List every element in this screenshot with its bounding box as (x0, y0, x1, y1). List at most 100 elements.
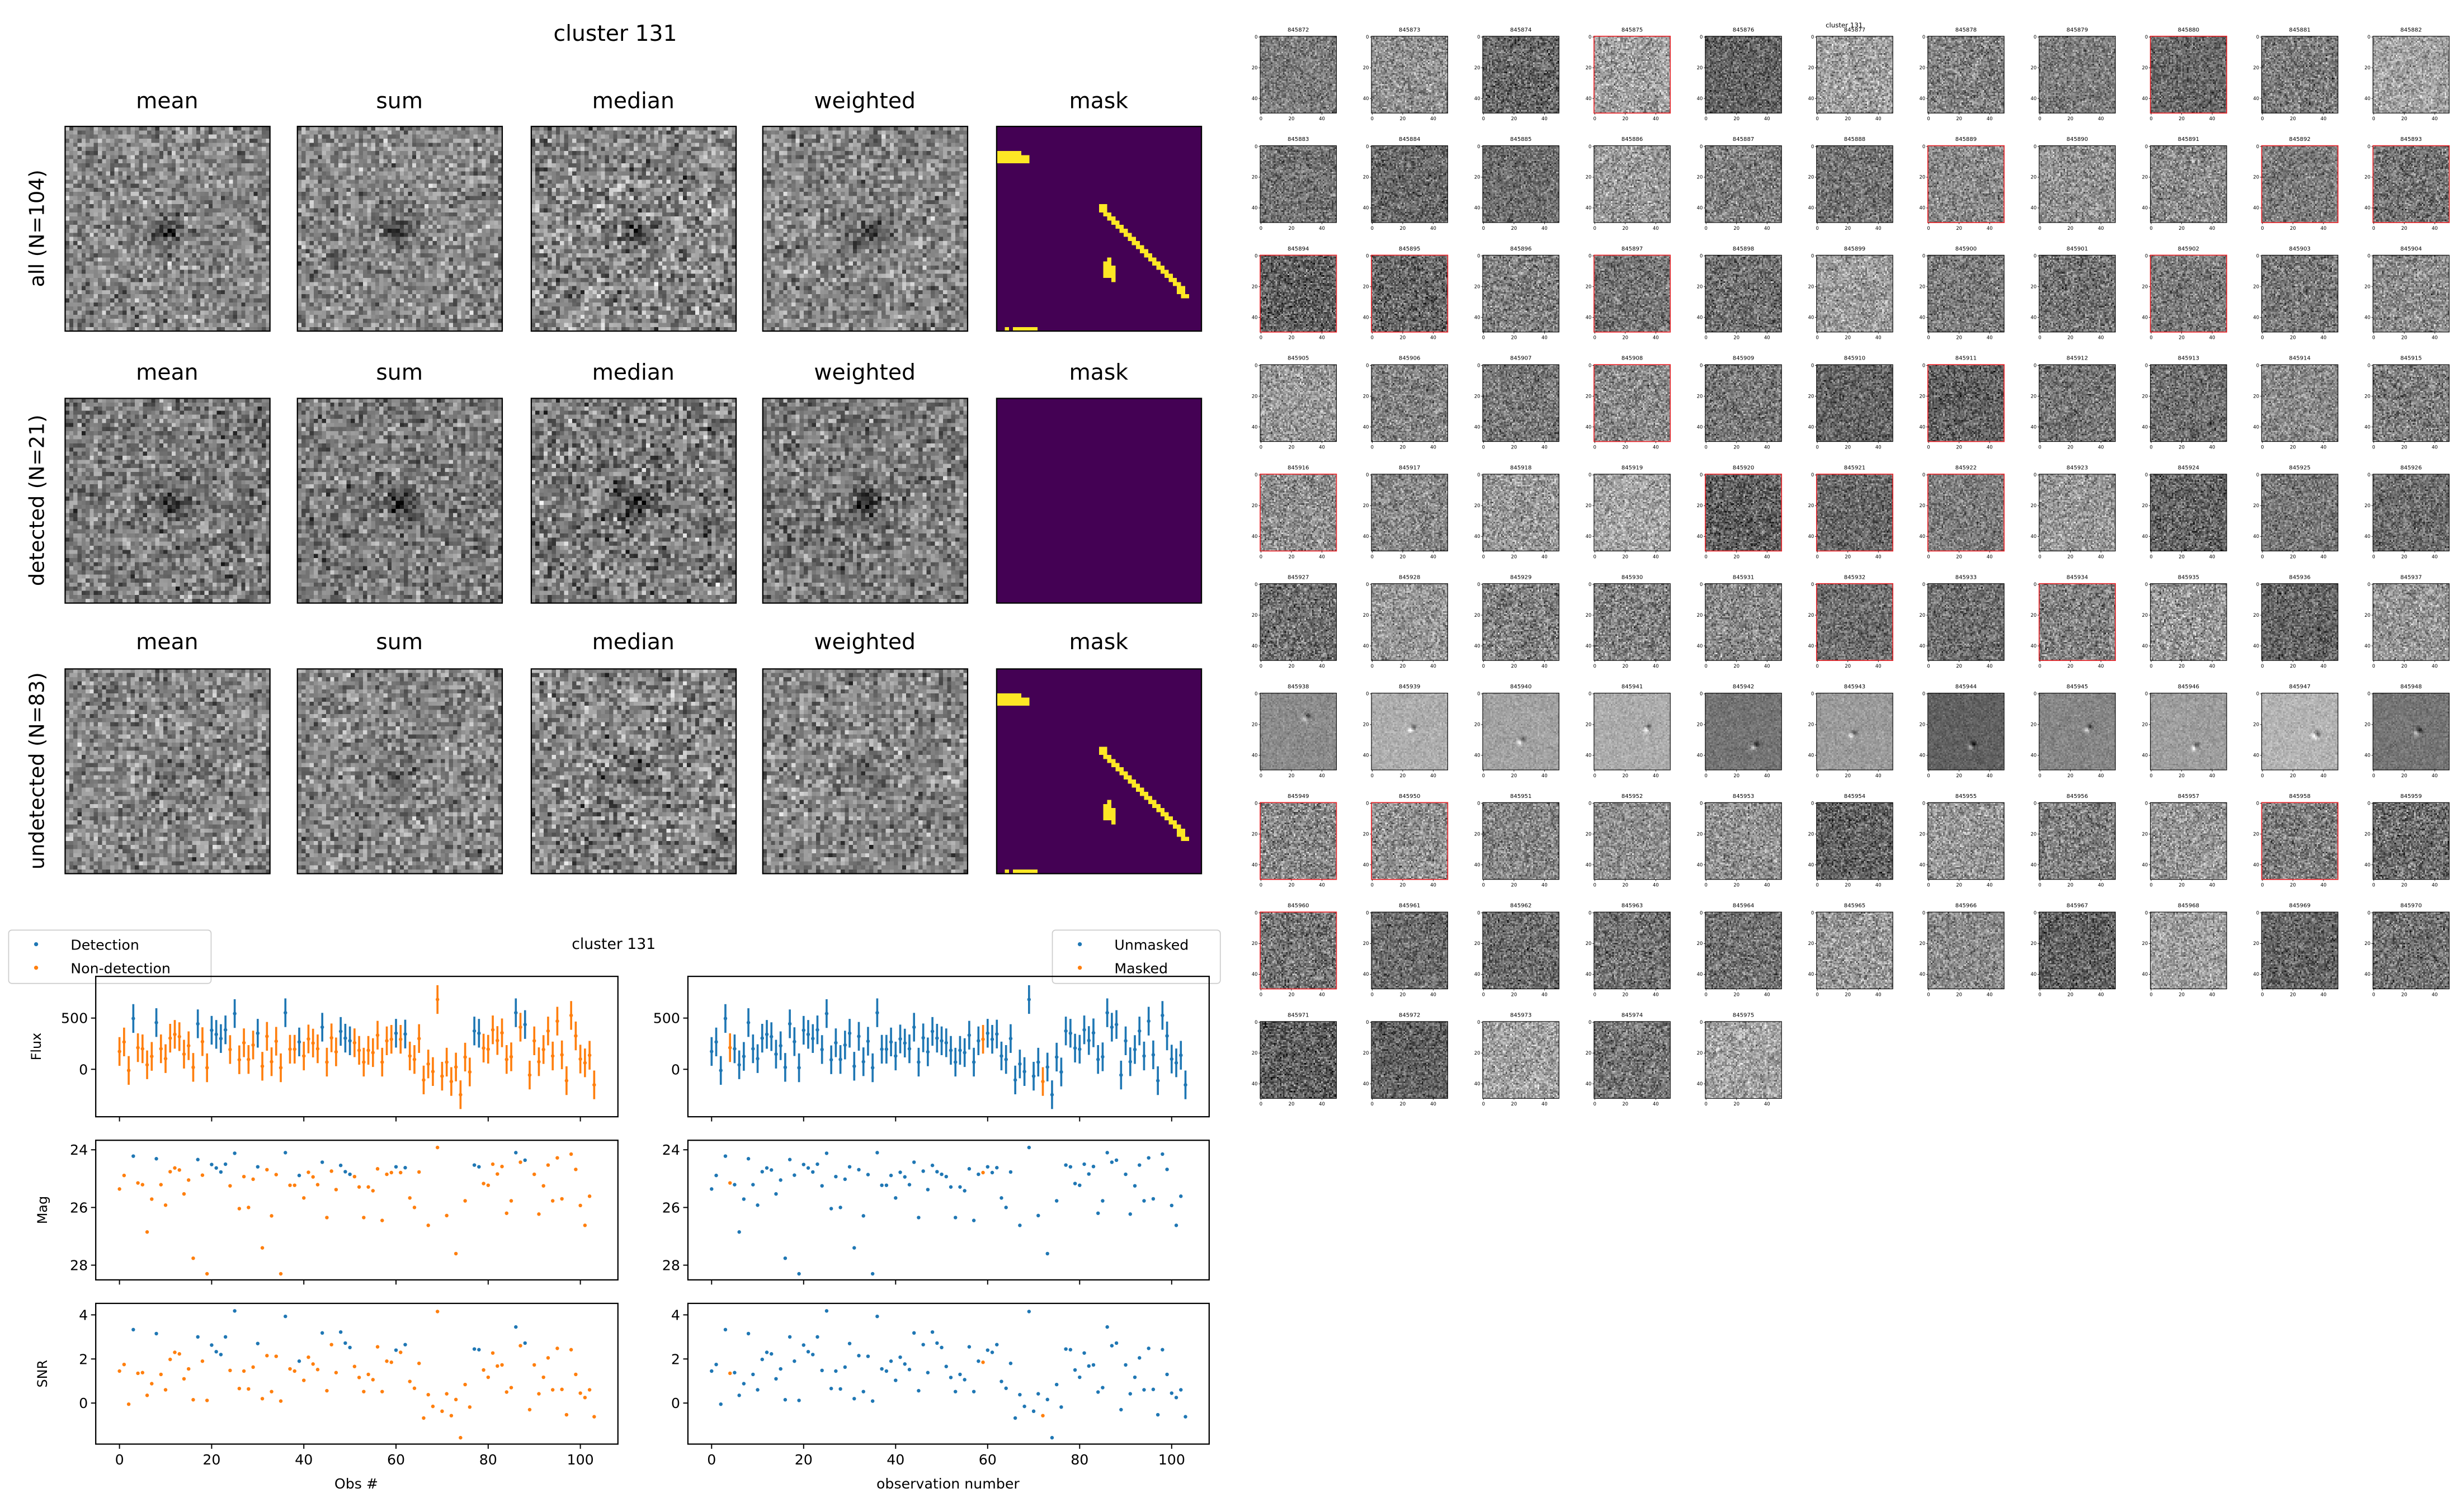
data-point (527, 1073, 532, 1077)
data-point (159, 1047, 163, 1051)
data-point (454, 1065, 458, 1069)
y-tick-label: 20 (1808, 612, 1814, 618)
stack-image-median (531, 669, 737, 874)
data-point (746, 1020, 751, 1024)
cutout-title: 845890 (2067, 136, 2088, 143)
y-tick-label: 0 (1477, 691, 1480, 697)
cutout-image (2039, 145, 2116, 223)
y-tick-label: 20 (1363, 1050, 1369, 1056)
x-tick-label: 20 (2179, 335, 2185, 341)
y-tick-label: 0 (1922, 910, 1925, 915)
cutout-title: 845971 (1288, 1012, 1309, 1018)
data-point (838, 1206, 842, 1209)
data-point (824, 1309, 829, 1313)
x-tick-label: 40 (1764, 1101, 1770, 1107)
y-tick-label: 0 (671, 1061, 680, 1078)
y-tick-label: 20 (1586, 831, 1592, 837)
data-point (958, 1048, 962, 1052)
image-frame (762, 125, 969, 332)
y-tick-label: 0 (1366, 472, 1369, 478)
data-point (583, 1061, 587, 1065)
data-point (186, 1178, 191, 1182)
data-point (440, 1409, 444, 1414)
cutout-title: 845905 (1288, 356, 1309, 362)
image-frame (1705, 36, 1782, 114)
y-tick-label: 20 (2253, 941, 2259, 946)
data-point (967, 1167, 972, 1171)
y-tick-label: 40 (1808, 862, 1814, 867)
data-point (338, 1029, 343, 1033)
data-point (435, 998, 440, 1001)
y-tick-label: 40 (2253, 753, 2259, 758)
cutout-title: 845911 (1955, 356, 1977, 362)
y-tick-label: 20 (2031, 284, 2037, 290)
x-tick-label: 40 (1875, 991, 1882, 997)
data-point (219, 1170, 223, 1174)
data-point (1142, 1054, 1146, 1058)
y-tick-label: 0 (1366, 582, 1369, 587)
cutout-image (1260, 145, 1337, 223)
data-point (205, 1272, 209, 1276)
cutout-title: 845888 (1844, 136, 1865, 143)
data-point (329, 1169, 333, 1173)
data-point (150, 1054, 154, 1059)
y-tick-label: 0 (2256, 362, 2259, 368)
data-point (223, 1028, 228, 1032)
data-point (1045, 1397, 1049, 1402)
data-point (926, 1371, 930, 1374)
data-point (168, 1036, 172, 1040)
image-frame (296, 125, 503, 332)
data-point (251, 1177, 255, 1182)
data-point (907, 1183, 912, 1187)
y-tick-label: 40 (1920, 533, 1926, 539)
data-point (186, 1043, 191, 1048)
y-tick-label: 0 (1922, 691, 1925, 697)
cutout-image (1371, 583, 1448, 661)
detected-frame (2149, 35, 2227, 114)
x-tick-label: 20 (1511, 225, 1517, 231)
x-tick-label: 20 (1733, 335, 1739, 341)
x-tick-label: 40 (1764, 882, 1770, 888)
y-tick-label: 20 (2031, 65, 2037, 70)
legend-label-unmasked: Unmasked (1114, 937, 1189, 953)
data-point (482, 1368, 485, 1372)
y-tick-label: 40 (1363, 643, 1369, 649)
data-point (145, 1230, 149, 1234)
data-point (889, 1359, 893, 1363)
y-tick-label: 0 (2034, 144, 2036, 149)
image-frame (2261, 254, 2339, 333)
y-tick-label: 40 (1586, 533, 1592, 539)
x-tick-label: 0 (1705, 116, 1708, 121)
image-frame (1705, 583, 1782, 661)
y-tick-label: 40 (1697, 205, 1703, 211)
data-point (1031, 1074, 1036, 1078)
data-point (210, 1343, 214, 1347)
data-point (362, 1216, 366, 1220)
data-point (751, 1372, 755, 1377)
data-point (541, 1184, 545, 1188)
data-point (154, 1020, 158, 1024)
y-tick-label: 20 (2031, 941, 2037, 946)
data-point (569, 1013, 573, 1018)
detected-frame (1927, 145, 2005, 223)
y-tick-label: 40 (1808, 424, 1814, 429)
y-tick-label: 40 (2031, 96, 2037, 101)
cutout-image (1371, 1021, 1448, 1099)
data-point (463, 1382, 467, 1387)
cutout-title: 845938 (1288, 684, 1309, 690)
image-frame (1705, 145, 1782, 223)
data-point (1022, 1070, 1026, 1074)
data-point (270, 1214, 274, 1218)
cutout-title: 845941 (1621, 684, 1643, 690)
image-frame (530, 668, 737, 875)
cutout-image (2373, 145, 2449, 223)
y-tick-label: 40 (1363, 96, 1369, 101)
image-frame (996, 668, 1203, 875)
data-point (769, 1352, 774, 1356)
x-tick-label: 0 (2372, 335, 2375, 341)
cutout-title: 845973 (1510, 1012, 1531, 1018)
